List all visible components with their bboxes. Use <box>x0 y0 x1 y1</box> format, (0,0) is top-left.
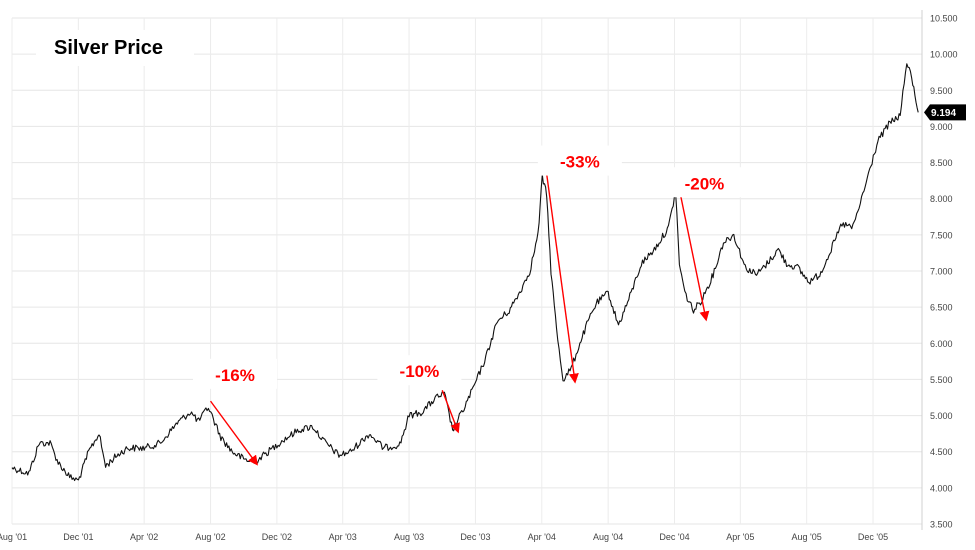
y-axis-ticks: 3.500 4.000 4.500 5.000 5.500 6.000 6.500 7.000… <box>930 14 958 530</box>
y-tick-label: 8.500 <box>930 158 953 168</box>
y-tick-label: 7.500 <box>930 230 953 240</box>
x-tick-label: Apr '02 <box>130 532 158 542</box>
drawdown-label: -10% <box>400 362 440 381</box>
x-axis-ticks: Aug '01 Dec '01 Apr '02 Aug '02 Dec '02 Apr '… <box>0 532 888 542</box>
x-tick-label: Aug '04 <box>593 532 623 542</box>
x-tick-label: Aug '05 <box>792 532 822 542</box>
drawdown-arrow <box>441 390 460 434</box>
y-tick-label: 4.500 <box>930 447 953 457</box>
drawdown-label-bg <box>193 358 278 389</box>
y-tick-label: 10.000 <box>930 50 958 60</box>
current-price-badge <box>924 104 966 121</box>
silver-price-line <box>11 63 919 482</box>
drawdown-label-bg <box>662 167 747 198</box>
x-tick-label: Aug '01 <box>0 532 27 542</box>
y-tick-label: 4.000 <box>930 483 953 493</box>
drawdown-arrow <box>544 166 579 384</box>
y-tick-label: 9.000 <box>930 122 953 132</box>
current-price-label: 9.194 <box>931 108 956 119</box>
y-tick-label: 7.000 <box>930 267 953 277</box>
x-tick-label: Dec '05 <box>858 532 888 542</box>
drawdown-label-bg <box>377 355 462 386</box>
x-tick-label: Dec '03 <box>460 532 490 542</box>
y-tick-label: 5.500 <box>930 375 953 385</box>
annotations-layer: -16% -10% -33% -20% <box>193 145 747 466</box>
drawdown-arrow <box>209 400 258 466</box>
x-tick-label: Dec '04 <box>659 532 689 542</box>
drawdown-label: -33% <box>560 153 600 172</box>
line-layer <box>11 63 919 482</box>
drawdown-arrow <box>677 184 710 322</box>
price-badge-layer: 9.194 <box>924 104 966 121</box>
y-tick-label: 8.000 <box>930 194 953 204</box>
chart-title-box: Silver Price <box>36 30 194 66</box>
x-tick-label: Aug '03 <box>394 532 424 542</box>
y-tick-label: 9.500 <box>930 86 953 96</box>
x-tick-label: Apr '03 <box>329 532 357 542</box>
y-tick-label: 10.500 <box>930 14 958 24</box>
x-tick-label: Dec '02 <box>262 532 292 542</box>
y-tick-label: 5.000 <box>930 411 953 421</box>
y-tick-label: 6.500 <box>930 303 953 313</box>
y-tick-label: 3.500 <box>930 520 953 530</box>
grid-layer <box>11 10 923 530</box>
x-tick-label: Aug '02 <box>195 532 225 542</box>
drawdown-label: -20% <box>685 174 725 193</box>
drawdown-label: -16% <box>215 366 255 385</box>
chart-title: Silver Price <box>54 36 163 59</box>
drawdown-label-bg <box>537 145 622 176</box>
x-tick-label: Dec '01 <box>63 532 93 542</box>
y-tick-label: 6.000 <box>930 339 953 349</box>
x-tick-label: Apr '05 <box>726 532 754 542</box>
x-tick-label: Apr '04 <box>528 532 556 542</box>
